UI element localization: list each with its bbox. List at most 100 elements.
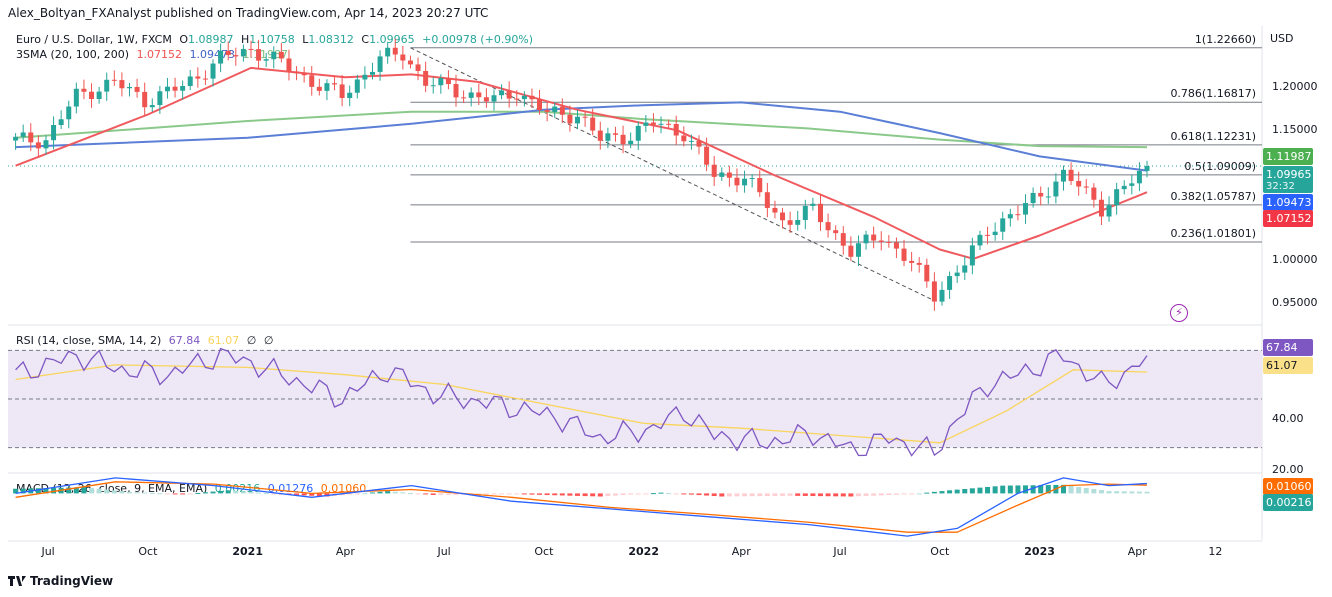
candle xyxy=(1129,183,1135,186)
macd-hist-bar xyxy=(590,493,596,497)
x-axis-tick: Oct xyxy=(138,545,158,558)
macd-hist-bar xyxy=(445,493,451,495)
candle xyxy=(537,99,543,111)
macd-hist-bar xyxy=(893,493,899,495)
brand-name: TradingView xyxy=(30,574,114,588)
macd-hist-bar xyxy=(13,488,19,494)
macd-hist-bar xyxy=(909,493,915,495)
macd-hist-bar xyxy=(537,493,543,495)
macd-hist-bar xyxy=(764,493,770,496)
candle xyxy=(742,178,748,186)
candle xyxy=(377,56,383,72)
macd-hist-bar xyxy=(187,493,193,495)
main-legend: Euro / U.S. Dollar, 1W, FXCM O1.08987 H1… xyxy=(16,33,537,46)
macd-hist-bar xyxy=(688,493,694,495)
x-axis-tick: Apr xyxy=(731,545,751,558)
candle xyxy=(939,289,945,302)
candle xyxy=(962,265,968,273)
macd-hist-bar xyxy=(992,486,998,494)
macd-hist-bar xyxy=(35,488,41,494)
candle xyxy=(1136,170,1142,184)
macd-hist-bar xyxy=(620,493,626,496)
macd-hist-bar xyxy=(954,489,960,494)
macd-hist-bar xyxy=(871,493,877,496)
candle xyxy=(947,276,953,290)
candle xyxy=(58,119,64,125)
rsi-label[interactable]: RSI (14, close, SMA, 14, 2) xyxy=(16,334,162,347)
macd-hist-bar xyxy=(878,493,884,496)
macd-hist-bar xyxy=(430,493,436,495)
candle xyxy=(286,58,292,72)
candle xyxy=(1068,169,1074,181)
candle xyxy=(89,91,95,100)
macd-hist-bar xyxy=(1114,491,1120,494)
macd-signal-line xyxy=(15,481,1148,533)
macd-hist-bar xyxy=(400,492,406,494)
macd-hist-bar xyxy=(787,493,793,496)
x-axis-tick: Jul xyxy=(437,545,451,558)
candle xyxy=(840,233,846,246)
candle xyxy=(863,234,869,244)
sma100-line xyxy=(15,101,1148,172)
candle xyxy=(916,262,922,265)
candle xyxy=(51,124,57,141)
macd-hist-bar xyxy=(749,493,755,497)
macd-hist-bar xyxy=(597,493,603,497)
macd-hist-bar xyxy=(802,493,808,496)
candle xyxy=(430,85,436,87)
macd-label[interactable]: MACD (12, 26, close, 9, EMA, EMA) xyxy=(16,482,208,495)
sma20-line xyxy=(15,66,1148,260)
macd-hist-bar xyxy=(483,493,489,495)
candle xyxy=(628,140,634,145)
macd-hist-bar xyxy=(810,493,816,497)
macd-hist-bar xyxy=(1045,485,1051,494)
macd-hist-bar xyxy=(1015,485,1021,494)
sma100-badge: 1.09473 xyxy=(1263,194,1313,211)
macd-hist-bar xyxy=(142,492,148,494)
candle xyxy=(354,79,360,93)
candle xyxy=(1045,196,1051,198)
macd-hist-bar xyxy=(825,493,831,497)
candle xyxy=(552,106,558,112)
candle xyxy=(666,123,672,125)
lightning-icon[interactable]: ⚡ xyxy=(1170,304,1188,322)
fib-level-label: 0.786(1.16817) xyxy=(1170,87,1256,100)
macd-hist-bar xyxy=(172,493,178,495)
symbol-name[interactable]: Euro / U.S. Dollar, 1W, FXCM xyxy=(16,33,172,46)
countdown: 32:32 xyxy=(1266,181,1295,192)
candle xyxy=(316,86,322,91)
rsi-sma-value: 61.07 xyxy=(207,334,240,347)
sma200-line xyxy=(15,110,1148,149)
candle xyxy=(1144,166,1150,171)
candle xyxy=(855,243,861,257)
macd-hist-bar xyxy=(575,493,581,496)
rsi-value: 67.84 xyxy=(168,334,201,347)
price-tick: 1.15000 xyxy=(1272,123,1318,136)
sma-label[interactable]: 3SMA (20, 100, 200) xyxy=(16,48,130,61)
candle xyxy=(711,164,717,177)
candle xyxy=(126,86,132,89)
candle xyxy=(28,132,34,143)
macd-hist-bar xyxy=(263,493,269,495)
candle xyxy=(104,79,110,92)
sma100-value: 1.09473 xyxy=(189,48,236,61)
macd-hist-bar xyxy=(73,487,79,494)
macd-hist-bar xyxy=(66,487,72,494)
candle xyxy=(423,70,429,86)
candle xyxy=(1030,192,1036,204)
candle xyxy=(992,231,998,236)
candle xyxy=(605,133,611,141)
macd-hist-bar xyxy=(962,488,968,494)
macd-hist-bar xyxy=(696,493,702,496)
candle xyxy=(931,281,937,302)
open-label: O xyxy=(179,33,188,46)
close-value: 1.09965 xyxy=(369,33,415,46)
candle xyxy=(673,123,679,136)
candle xyxy=(415,64,421,71)
x-axis-tick: Oct xyxy=(930,545,950,558)
macd-hist-bar xyxy=(863,493,869,496)
macd-hist-bar xyxy=(780,493,786,496)
candle xyxy=(696,140,702,147)
rsi-sma-line xyxy=(15,364,1148,444)
